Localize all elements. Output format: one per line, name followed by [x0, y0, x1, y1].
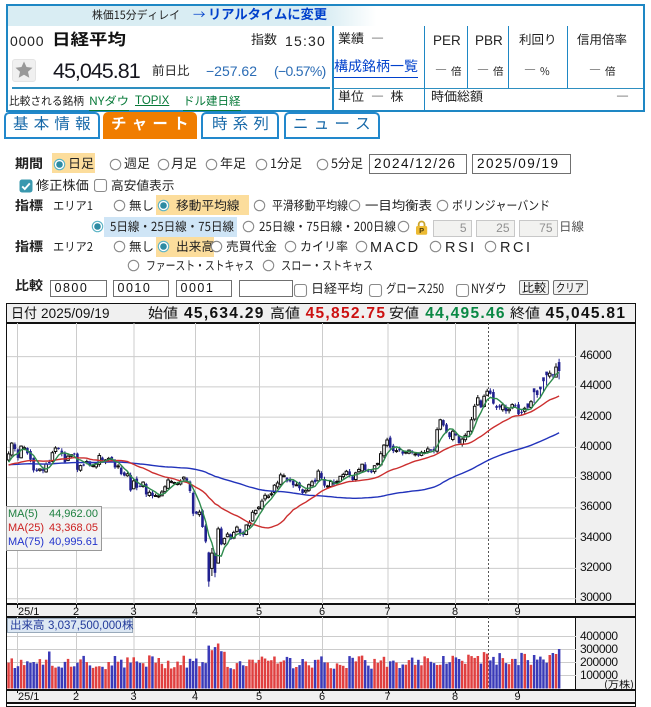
svg-text:P: P [419, 225, 424, 234]
